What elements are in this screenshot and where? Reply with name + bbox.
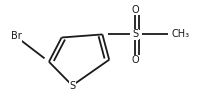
Text: CH₃: CH₃	[171, 29, 190, 39]
Text: O: O	[132, 5, 139, 15]
Text: Br: Br	[11, 31, 21, 41]
Text: S: S	[132, 29, 138, 39]
Text: O: O	[132, 55, 139, 65]
Text: S: S	[69, 81, 75, 91]
